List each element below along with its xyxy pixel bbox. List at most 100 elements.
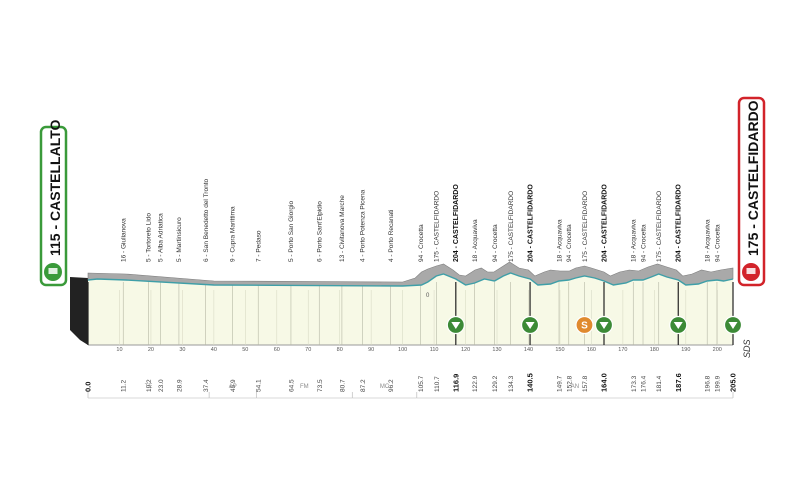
km-tick-label: 70 bbox=[305, 347, 311, 353]
place-label: 94 - Crocetta bbox=[492, 224, 499, 262]
route-path bbox=[87, 272, 734, 287]
point-km: 28.9 bbox=[176, 379, 183, 392]
point-km: 187.6 bbox=[674, 373, 683, 392]
place-label: 175 - CASTELFIDARDO bbox=[656, 191, 663, 262]
km-tick-label: 110 bbox=[430, 347, 439, 353]
point-km: 96.2 bbox=[388, 379, 395, 392]
province-label: AP bbox=[229, 384, 237, 390]
point-km: 37.4 bbox=[203, 379, 210, 392]
place-label: 18 - Acquaviva bbox=[556, 219, 563, 262]
point-km: 45.9 bbox=[230, 379, 237, 392]
sprint-arrow-icon bbox=[599, 322, 609, 329]
profile-area bbox=[70, 273, 733, 346]
place-label: 94 - Crocetta bbox=[714, 224, 721, 262]
place-label: 7 - Pedaso bbox=[256, 230, 263, 262]
sprint-arrow-icon bbox=[728, 322, 738, 329]
place-label: 204 - CASTELFIDARDO bbox=[676, 184, 683, 262]
sprint-arrow-icon bbox=[525, 322, 535, 329]
place-labels: 16 - Giulianova 5 - Tortoreto Lido 5 - Alb… bbox=[121, 179, 722, 262]
point-km: 73.5 bbox=[317, 379, 324, 392]
place-label: 204 - CASTELFIDARDO bbox=[601, 184, 608, 262]
place-label: 175 - CASTELFIDARDO bbox=[434, 191, 441, 262]
point-km: 129.2 bbox=[492, 375, 499, 392]
point-km: 19.2 bbox=[146, 379, 153, 392]
sds-logo: SDS bbox=[742, 339, 752, 358]
finish-badge: 175 - CASTELFIDARDO bbox=[737, 96, 766, 287]
profile-fill bbox=[88, 273, 733, 345]
point-km: 173.3 bbox=[631, 375, 638, 392]
km-tick-label: 100 bbox=[398, 347, 407, 353]
km-tick-label: 10 bbox=[116, 347, 122, 353]
start-cliff bbox=[70, 277, 88, 345]
km-tick-label: 80 bbox=[337, 347, 343, 353]
province-label: FM bbox=[300, 384, 309, 390]
km-tick-label: 130 bbox=[492, 347, 501, 353]
place-label: 94 - Crocetta bbox=[640, 224, 647, 262]
place-label: 6 - Porto Sant'Elpidio bbox=[317, 201, 324, 262]
place-label: 18 - Acquaviva bbox=[631, 219, 638, 262]
kom-marker-icon bbox=[575, 315, 594, 335]
point-km: 149.7 bbox=[557, 375, 564, 392]
place-label: 18 - Acquaviva bbox=[472, 219, 479, 262]
km-tick-label: 20 bbox=[148, 347, 154, 353]
place-label: 5 - Martinsicuro bbox=[176, 217, 183, 262]
km-tick-label: 60 bbox=[274, 347, 280, 353]
route-line bbox=[87, 272, 734, 287]
point-km: 140.5 bbox=[526, 373, 535, 392]
km-tick-label: 170 bbox=[618, 347, 627, 353]
km-tick-label: 190 bbox=[681, 347, 690, 353]
place-label: 13 - Civitanova Marche bbox=[339, 195, 346, 262]
point-km: 64.5 bbox=[288, 379, 295, 392]
place-label: 4 - Porto Potenza Picena bbox=[360, 189, 367, 262]
point-km: 176.4 bbox=[641, 375, 648, 392]
place-label: 9 - Cupra Marittima bbox=[230, 206, 237, 262]
point-km: 199.9 bbox=[715, 375, 722, 392]
place-label: 5 - Porto San Giorgio bbox=[288, 201, 295, 262]
place-label: 94 - Crocetta bbox=[418, 224, 425, 262]
elevation-zero-label: 0 bbox=[426, 293, 430, 299]
km-tick-label: 90 bbox=[368, 347, 374, 353]
sprint-arrow-icon bbox=[673, 322, 683, 329]
place-label: 4 - Porto Recanati bbox=[388, 210, 395, 262]
point-km: 152.8 bbox=[566, 375, 573, 392]
km-tick-label: 180 bbox=[650, 347, 659, 353]
km-gridlines bbox=[87, 282, 734, 345]
km-tick-label: 50 bbox=[242, 347, 248, 353]
point-km: 134.3 bbox=[508, 375, 515, 392]
point-km: 87.2 bbox=[360, 379, 367, 392]
point-km: 157.8 bbox=[582, 375, 589, 392]
province-bands: TE AP FM MC AN bbox=[87, 384, 734, 399]
point-km: 23.0 bbox=[158, 379, 165, 392]
start-badge: 115 - CASTELLALTO bbox=[39, 119, 68, 287]
intermediate-markers: S bbox=[446, 315, 743, 335]
start-label: 115 - CASTELLALTO bbox=[47, 119, 63, 256]
distance-labels: 0.0 11.2 19.2 23.0 28.9 37.4 45.9 54.1 64.5 73.5 8… bbox=[84, 373, 738, 392]
place-label: 16 - Giulianova bbox=[121, 218, 128, 262]
sprint-arrow-icon bbox=[451, 322, 461, 329]
point-km: 164.0 bbox=[600, 373, 609, 392]
place-label: 175 - CASTELFIDARDO bbox=[582, 191, 589, 262]
point-km: 196.8 bbox=[705, 375, 712, 392]
km-tick-label: 40 bbox=[211, 347, 217, 353]
km-tick-label: 140 bbox=[524, 347, 533, 353]
point-km: 122.9 bbox=[472, 375, 479, 392]
point-km: 116.9 bbox=[451, 374, 460, 392]
point-km: 54.1 bbox=[256, 379, 263, 392]
kom-marker-letter: S bbox=[581, 321, 588, 332]
point-km: 0.0 bbox=[84, 382, 93, 392]
province-label: AN bbox=[571, 384, 579, 390]
km-tick-label: 150 bbox=[555, 347, 564, 353]
province-label: MC bbox=[380, 384, 390, 390]
km-tick-label: 160 bbox=[587, 347, 596, 353]
km-tick-labels: 10 20 30 40 50 60 70 80 90 100 110 120 130 140 150 160 1… bbox=[116, 347, 721, 353]
point-km: 105.7 bbox=[418, 375, 425, 392]
point-km: 11.2 bbox=[121, 379, 128, 392]
km-tick-label: 200 bbox=[713, 347, 722, 353]
km-tick-label: 120 bbox=[461, 347, 470, 353]
place-label: 175 - CASTELFIDARDO bbox=[508, 191, 515, 262]
point-km: 110.7 bbox=[434, 376, 441, 392]
place-label: 94 - Crocetta bbox=[566, 224, 573, 262]
finish-label: 175 - CASTELFIDARDO bbox=[745, 100, 761, 256]
place-label: 6 - San Benedetto del Tronto bbox=[203, 179, 210, 262]
